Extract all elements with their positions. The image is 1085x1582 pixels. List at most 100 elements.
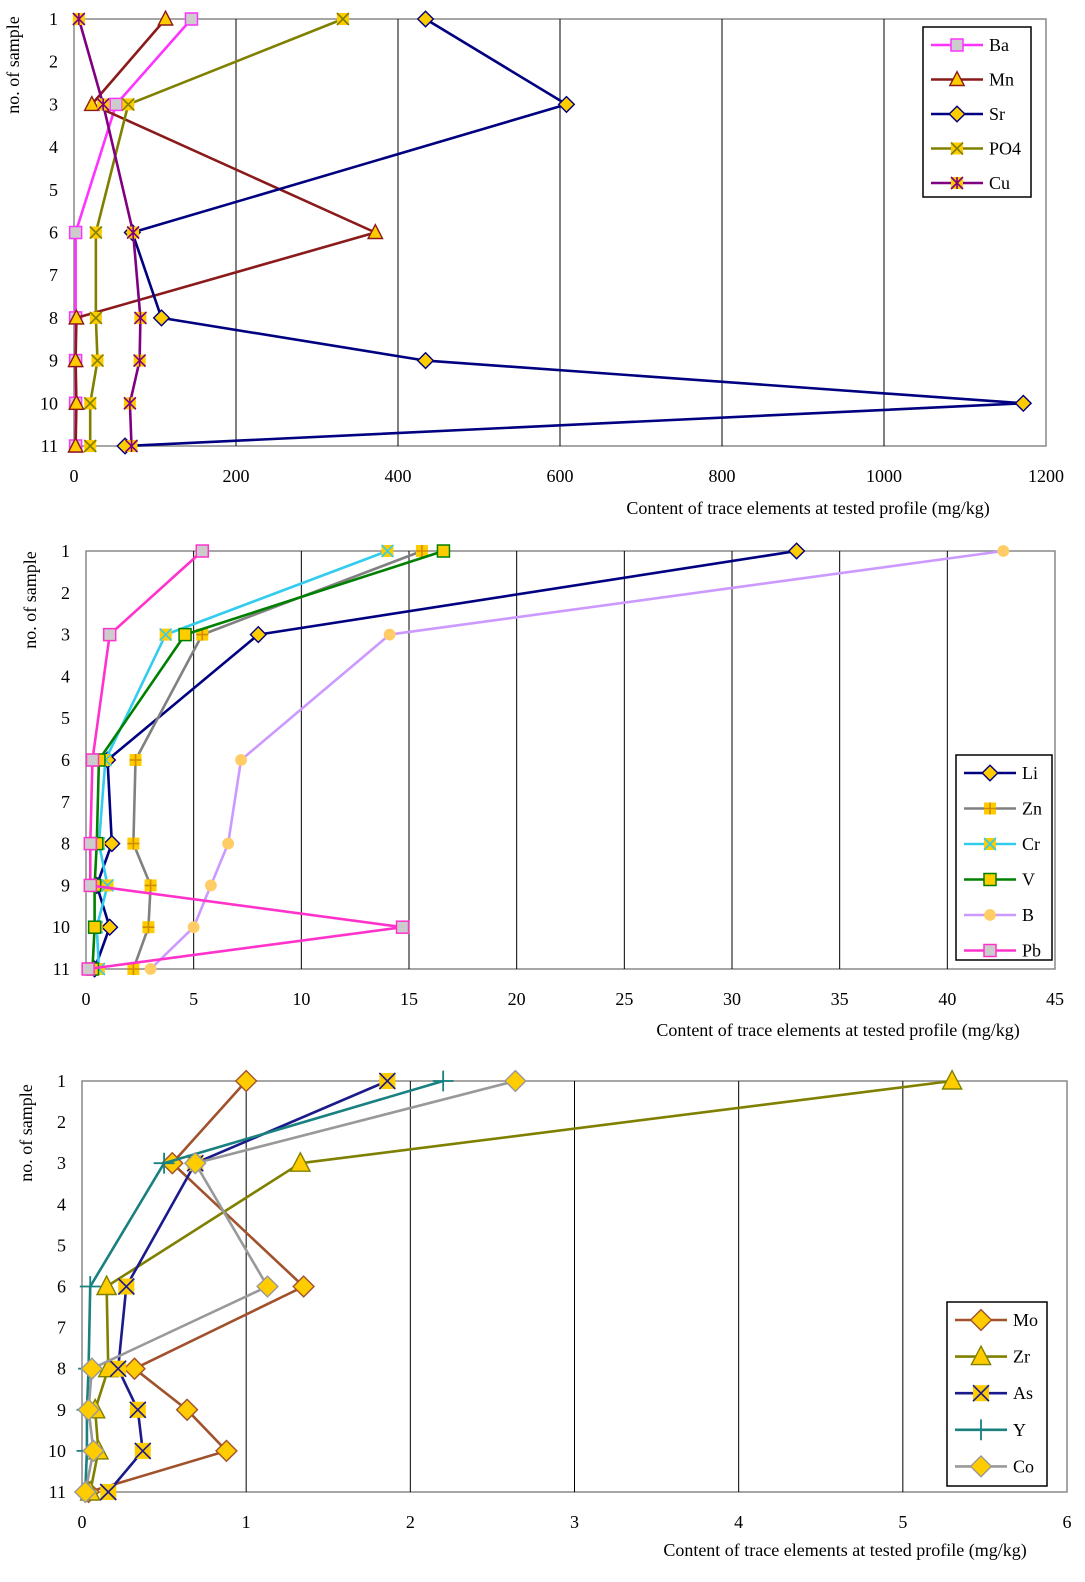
marker-diamond [787, 542, 806, 560]
marker-plus [127, 963, 140, 975]
marker-cross [972, 1384, 990, 1402]
marker-triangle [83, 95, 101, 112]
marker-cross [90, 354, 105, 368]
series-line-zn [132, 549, 423, 970]
legend-label-v: V [1022, 870, 1035, 890]
marker-square [83, 878, 98, 893]
x-tick-label: 0 [78, 1512, 87, 1532]
y-axis-title: no. of sample [3, 16, 23, 113]
series-as [99, 1072, 396, 1501]
y-tick-label: 4 [49, 137, 58, 157]
marker-triangle [970, 1344, 992, 1366]
marker-plus [127, 837, 140, 850]
marker-diamond [152, 309, 171, 327]
marker-plus [129, 754, 142, 766]
marker-square [102, 627, 117, 642]
chart-panel-1: 0 200 400 600 800 1000 1200 1 2 3 4 5 6 7 8 9 10 11 no. of… [3, 9, 1064, 519]
y-tick-label: 9 [61, 875, 70, 895]
marker-diamond [82, 1439, 105, 1463]
marker-diamond [504, 1069, 527, 1093]
legend-label-po4: PO4 [989, 139, 1021, 159]
marker-diamond [1014, 394, 1033, 413]
marker-square [395, 920, 410, 934]
y-axis-title: no. of sample [16, 1084, 36, 1181]
marker-cross [126, 225, 140, 240]
series-line-zr [88, 1079, 953, 1493]
y-tick-label: 10 [40, 393, 58, 413]
marker-diamond [948, 105, 966, 123]
marker-square [68, 225, 83, 240]
marker-diamond [249, 625, 268, 644]
y-tick-label: 9 [49, 351, 58, 371]
legend-label-cu: Cu [989, 173, 1010, 193]
marker-square [983, 943, 997, 958]
legend-label-y: Y [1013, 1420, 1026, 1440]
x-tick-label: 4 [734, 1512, 743, 1532]
x-axis-title: Content of trace elements at tested prof… [663, 1540, 1026, 1561]
marker-cross [134, 1442, 152, 1460]
x-axis-title: Content of trace elements at tested prof… [626, 498, 989, 519]
legend-label-zr: Zr [1013, 1347, 1030, 1367]
marker-square [87, 920, 102, 934]
marker-diamond [103, 834, 121, 853]
y-tick-label: 1 [61, 541, 70, 561]
x-tick-label: 5 [189, 989, 198, 1009]
series-cu [72, 12, 147, 453]
x-tick-label: 1 [242, 1512, 251, 1532]
marker-triangle [68, 308, 85, 325]
marker-plus [142, 921, 155, 934]
series-co [73, 1069, 527, 1504]
marker-plus [196, 628, 209, 641]
marker-plus [153, 1152, 175, 1174]
y-tick-label: 3 [61, 625, 70, 645]
y-tick-label: 5 [61, 708, 70, 728]
legend-label-co: Co [1013, 1456, 1034, 1476]
marker-triangle [67, 351, 84, 368]
marker-square [950, 38, 964, 52]
x-tick-label: 600 [547, 466, 574, 486]
y-tick-label: 8 [61, 834, 70, 854]
marker-square [81, 962, 95, 976]
x-tick-label: 10 [292, 989, 310, 1009]
marker-diamond [416, 10, 435, 28]
marker-triangle [68, 393, 85, 410]
chart-panel-3: 0 1 2 3 4 5 6 1 2 3 4 5 6 7 8 9 10 11 no. of sample Content… [16, 1069, 1072, 1561]
y-tick-label: 6 [57, 1277, 66, 1297]
marker-cross [124, 439, 139, 453]
marker-square [184, 12, 199, 26]
x-tick-label: 40 [938, 989, 956, 1009]
marker-circle [187, 921, 200, 934]
y-tick-label: 1 [49, 9, 58, 29]
x-tick-label: 20 [508, 989, 526, 1009]
marker-circle [383, 628, 396, 641]
x-tick-label: 5 [898, 1512, 907, 1532]
legend-label-cr: Cr [1022, 834, 1040, 854]
y-tick-label: 8 [49, 308, 58, 328]
y-tick-label: 7 [57, 1318, 66, 1338]
marker-diamond [183, 1151, 207, 1175]
series-po4 [83, 12, 350, 453]
marker-plus [432, 1070, 454, 1092]
y-tick-label: 3 [49, 94, 58, 114]
legend: Li Zn Cr VB Pb [955, 754, 1053, 961]
marker-cross [133, 354, 147, 368]
x-tick-label: 6 [1063, 1512, 1072, 1532]
legend: Mo Zr As Y Co [946, 1301, 1048, 1487]
marker-cross [159, 628, 173, 642]
marker-diamond [416, 351, 435, 370]
marker-cross [380, 544, 395, 558]
x-tick-label: 200 [223, 466, 250, 486]
marker-cross [117, 1277, 135, 1296]
y-tick-label: 5 [57, 1235, 66, 1255]
y-tick-label: 3 [57, 1153, 66, 1173]
marker-triangle [948, 70, 966, 87]
marker-triangle [366, 223, 384, 240]
series-b [144, 545, 1010, 975]
y-tick-label: 6 [49, 223, 58, 243]
x-tick-label: 2 [406, 1512, 415, 1532]
marker-cross [950, 176, 964, 190]
marker-cross [72, 12, 86, 26]
marker-plus [970, 1419, 992, 1441]
marker-cross [89, 225, 103, 240]
marker-plus [415, 545, 428, 557]
